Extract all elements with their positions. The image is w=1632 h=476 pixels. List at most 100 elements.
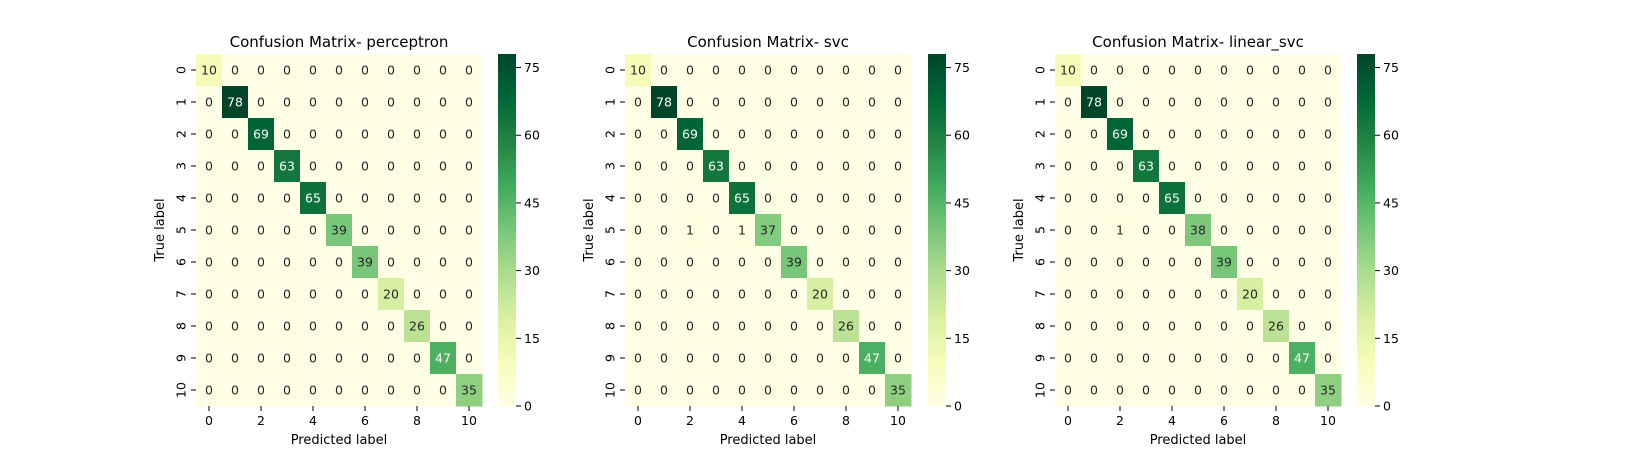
cell-value: 0 [283,351,291,366]
heatmap-cell [1289,246,1316,279]
cell-value: 0 [686,319,694,334]
heatmap-cell [807,246,834,279]
cell-value: 0 [1064,223,1072,238]
cell-value: 0 [387,191,395,206]
cell-value: 0 [764,287,772,302]
cell-value: 0 [1272,191,1280,206]
heatmap-cell [729,118,756,151]
cell-value: 0 [712,351,720,366]
colorbar-tick-label: 60 [524,128,540,143]
heatmap-cell [755,374,782,407]
heatmap-cell [1081,278,1108,311]
heatmap-cell [222,214,249,247]
cell-value: 0 [660,287,668,302]
cell-value: 0 [1168,159,1176,174]
cell-value: 0 [1324,127,1332,142]
cell-value: 0 [205,191,213,206]
heatmap-cell [755,86,782,119]
cell-value: 0 [738,351,746,366]
heatmap-cell [859,214,886,247]
colorbar-tick-label: 30 [524,263,540,278]
cell-value: 1 [686,223,694,238]
cell-value: 0 [1142,351,1150,366]
heatmap-cell [430,278,457,311]
heatmap-cell [274,214,301,247]
cell-value: 0 [1298,63,1306,78]
cell-value: 0 [1116,95,1124,110]
cell-value: 63 [279,159,295,174]
cell-value: 0 [1272,127,1280,142]
cell-value: 0 [1324,319,1332,334]
cell-value: 0 [1246,351,1254,366]
cell-value: 37 [760,223,776,238]
cell-value: 0 [1194,127,1202,142]
y-tick-label: 10 [603,382,618,398]
cell-value: 0 [283,63,291,78]
heatmap-cell [248,342,275,375]
heatmap-cell [781,118,808,151]
heatmap-cell [430,310,457,343]
cell-value: 0 [1324,191,1332,206]
x-tick-label: 2 [1116,413,1124,428]
heatmap-cell [729,278,756,311]
cell-value: 0 [634,383,642,398]
cell-value: 0 [439,255,447,270]
heatmap-cell [1211,182,1238,215]
cell-value: 0 [868,159,876,174]
cell-value: 0 [894,351,902,366]
y-tick-label: 9 [1033,354,1048,362]
heatmap-cell [1055,214,1082,247]
heatmap-cell [1081,214,1108,247]
cell-value: 0 [1324,223,1332,238]
heatmap-cell [651,246,678,279]
cell-value: 0 [257,383,265,398]
y-tick-label: 5 [174,226,189,234]
cell-value: 26 [409,319,425,334]
cell-value: 0 [1246,255,1254,270]
cell-value: 0 [439,319,447,334]
x-tick-label: 2 [257,413,265,428]
heatmap-cell [859,246,886,279]
cell-value: 0 [257,223,265,238]
cell-value: 26 [838,319,854,334]
heatmap-cell [1263,374,1290,407]
cell-value: 0 [283,95,291,110]
heatmap-cell [1055,54,1082,87]
cell-value: 0 [413,191,421,206]
cell-value: 0 [894,159,902,174]
cell-value: 0 [712,223,720,238]
cell-value: 35 [461,383,477,398]
x-tick-label: 10 [461,413,477,428]
cell-value: 0 [868,223,876,238]
heatmap-cell [300,278,327,311]
x-axis-label: Predicted label [720,433,817,448]
cell-value: 0 [660,63,668,78]
cell-value: 0 [465,351,473,366]
heatmap-cell [1289,214,1316,247]
heatmap-cell [625,54,652,87]
y-tick-label: 8 [1033,322,1048,330]
heatmap-cell [651,310,678,343]
heatmap-cell [833,214,860,247]
heatmap-cell [729,310,756,343]
cell-value: 0 [842,255,850,270]
heatmap-cell [1211,246,1238,279]
cell-value: 0 [790,63,798,78]
cell-value: 0 [335,319,343,334]
heatmap-cell [651,342,678,375]
heatmap-cell [404,342,431,375]
cell-value: 65 [1164,191,1180,206]
cell-value: 0 [1272,95,1280,110]
colorbar-tick-label: 45 [1383,195,1399,210]
cell-value: 39 [357,255,373,270]
heatmap-cell [703,342,730,375]
cell-value: 0 [1298,191,1306,206]
heatmap-cell [378,54,405,87]
cell-value: 0 [894,255,902,270]
cell-value: 0 [335,287,343,302]
cell-value: 0 [465,255,473,270]
heatmap-cell [326,118,353,151]
cell-value: 0 [816,255,824,270]
cell-value: 0 [309,63,317,78]
